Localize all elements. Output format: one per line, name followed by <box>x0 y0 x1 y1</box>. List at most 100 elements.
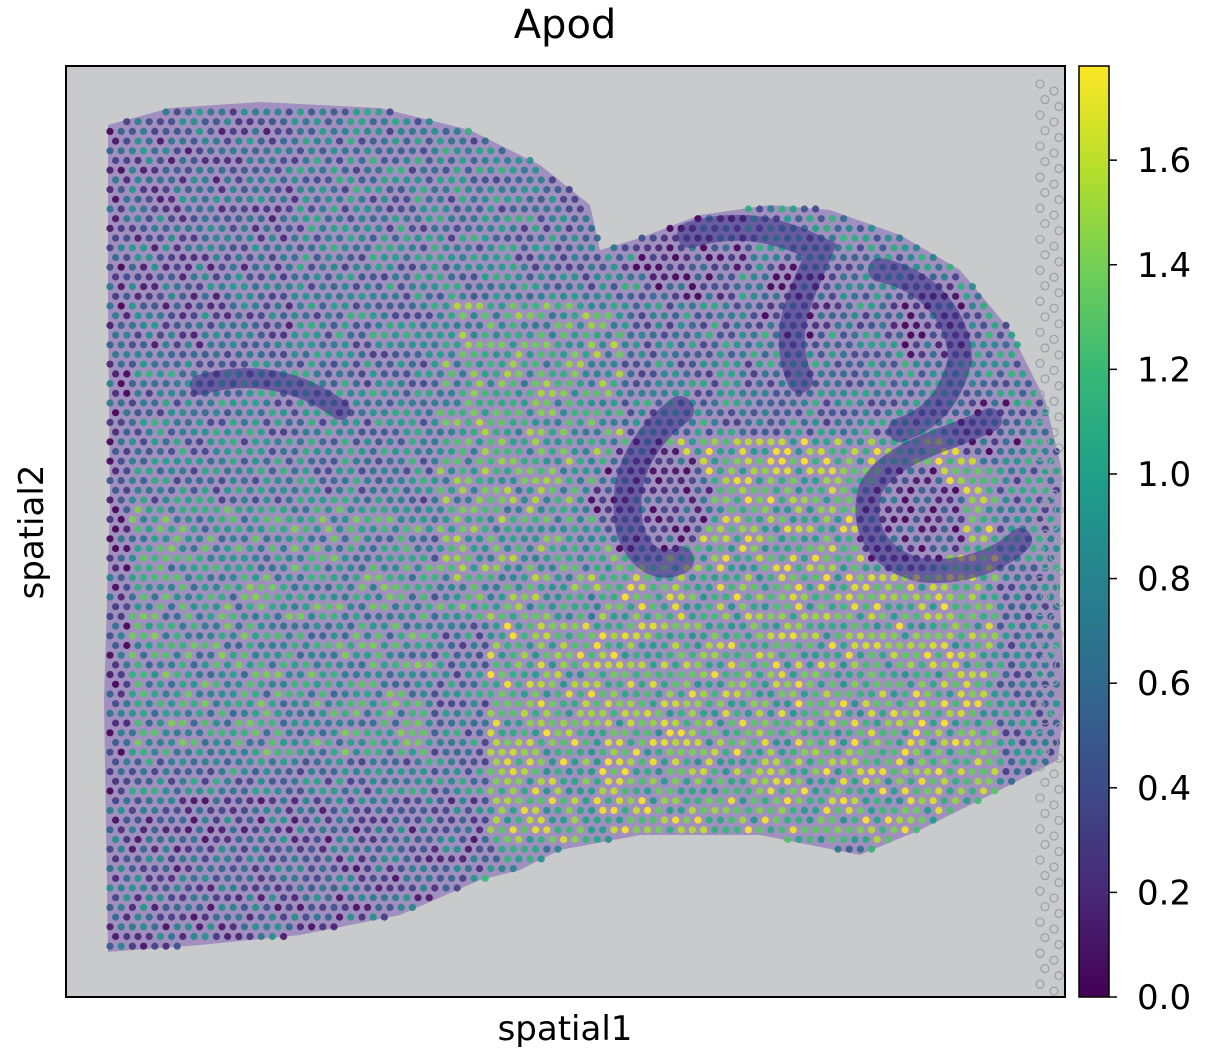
expression-spot <box>308 166 316 174</box>
expression-spot <box>257 409 265 417</box>
expression-spot <box>879 321 887 329</box>
expression-spot <box>963 409 971 417</box>
expression-spot <box>408 380 416 388</box>
expression-spot <box>218 224 226 232</box>
expression-spot <box>380 525 388 533</box>
expression-spot <box>296 574 304 582</box>
expression-spot <box>151 321 159 329</box>
expression-spot <box>660 525 669 533</box>
expression-spot <box>1030 661 1038 669</box>
expression-spot <box>688 574 697 582</box>
expression-spot <box>834 360 842 368</box>
expression-spot <box>453 593 461 601</box>
expression-spot <box>778 593 786 601</box>
expression-spot <box>436 253 444 262</box>
expression-spot <box>420 457 428 465</box>
expression-spot <box>212 622 220 630</box>
expression-spot <box>380 292 388 300</box>
expression-spot <box>1041 583 1049 591</box>
expression-spot <box>257 564 265 572</box>
expression-spot <box>834 535 842 543</box>
expression-spot <box>128 690 136 698</box>
expression-spot <box>901 399 909 407</box>
expression-spot <box>722 496 730 504</box>
expression-spot <box>162 515 170 524</box>
expression-spot <box>554 477 562 485</box>
expression-spot <box>117 554 125 562</box>
expression-spot <box>386 574 394 582</box>
expression-spot <box>291 331 299 339</box>
expression-spot <box>184 399 192 407</box>
expression-spot <box>532 418 540 426</box>
expression-spot <box>403 370 411 378</box>
expression-spot <box>151 515 159 524</box>
expression-spot <box>520 418 529 426</box>
expression-spot <box>1024 690 1032 698</box>
expression-spot <box>453 205 461 213</box>
expression-spot <box>319 632 327 640</box>
expression-spot <box>498 671 506 679</box>
expression-spot <box>750 428 758 436</box>
expression-spot <box>851 700 859 708</box>
expression-spot <box>526 409 534 417</box>
expression-spot <box>397 748 405 756</box>
expression-spot <box>968 380 977 388</box>
expression-spot <box>341 671 349 679</box>
expression-spot <box>453 690 461 698</box>
expression-spot <box>224 118 232 126</box>
expression-spot <box>464 302 472 310</box>
expression-spot <box>487 729 495 737</box>
expression-spot <box>274 748 282 756</box>
expression-spot <box>834 671 842 679</box>
expression-spot <box>733 283 741 291</box>
expression-spot <box>128 515 136 524</box>
expression-spot <box>431 360 439 368</box>
expression-spot <box>812 709 820 718</box>
expression-spot <box>352 186 360 194</box>
expression-spot <box>767 632 775 640</box>
expression-spot <box>436 486 444 494</box>
expression-spot <box>716 506 725 514</box>
expression-spot <box>677 341 685 349</box>
expression-spot <box>487 399 495 407</box>
expression-spot <box>308 632 316 640</box>
expression-spot <box>952 603 960 611</box>
expression-spot <box>1052 719 1060 727</box>
expression-spot <box>341 147 349 155</box>
expression-spot <box>694 428 702 436</box>
expression-spot <box>442 535 450 543</box>
expression-spot <box>504 409 512 417</box>
expression-spot <box>369 506 377 514</box>
expression-spot <box>498 457 506 465</box>
expression-spot <box>856 380 865 388</box>
expression-spot <box>492 331 500 339</box>
expression-spot <box>487 690 495 698</box>
expression-spot <box>168 428 176 436</box>
expression-spot <box>980 341 988 349</box>
expression-spot <box>408 554 416 562</box>
expression-spot <box>330 244 338 252</box>
expression-spot <box>823 729 831 737</box>
expression-spot <box>952 506 960 514</box>
expression-spot <box>403 738 411 747</box>
expression-spot <box>610 632 618 640</box>
expression-spot <box>184 127 192 135</box>
expression-spot <box>599 671 607 679</box>
expression-spot <box>464 709 472 718</box>
expression-spot <box>716 428 725 436</box>
expression-spot <box>1024 438 1032 446</box>
expression-spot <box>190 467 198 475</box>
expression-spot <box>173 108 181 116</box>
expression-spot <box>1036 535 1044 543</box>
expression-spot <box>772 370 781 378</box>
expression-spot <box>856 418 865 426</box>
expression-spot <box>761 661 769 669</box>
expression-spot <box>868 671 876 679</box>
expression-spot <box>302 331 310 339</box>
expression-spot <box>565 496 573 504</box>
expression-spot <box>196 166 204 174</box>
expression-spot <box>784 467 792 475</box>
expression-spot <box>784 389 792 397</box>
expression-spot <box>901 360 909 368</box>
expression-spot <box>151 186 159 194</box>
